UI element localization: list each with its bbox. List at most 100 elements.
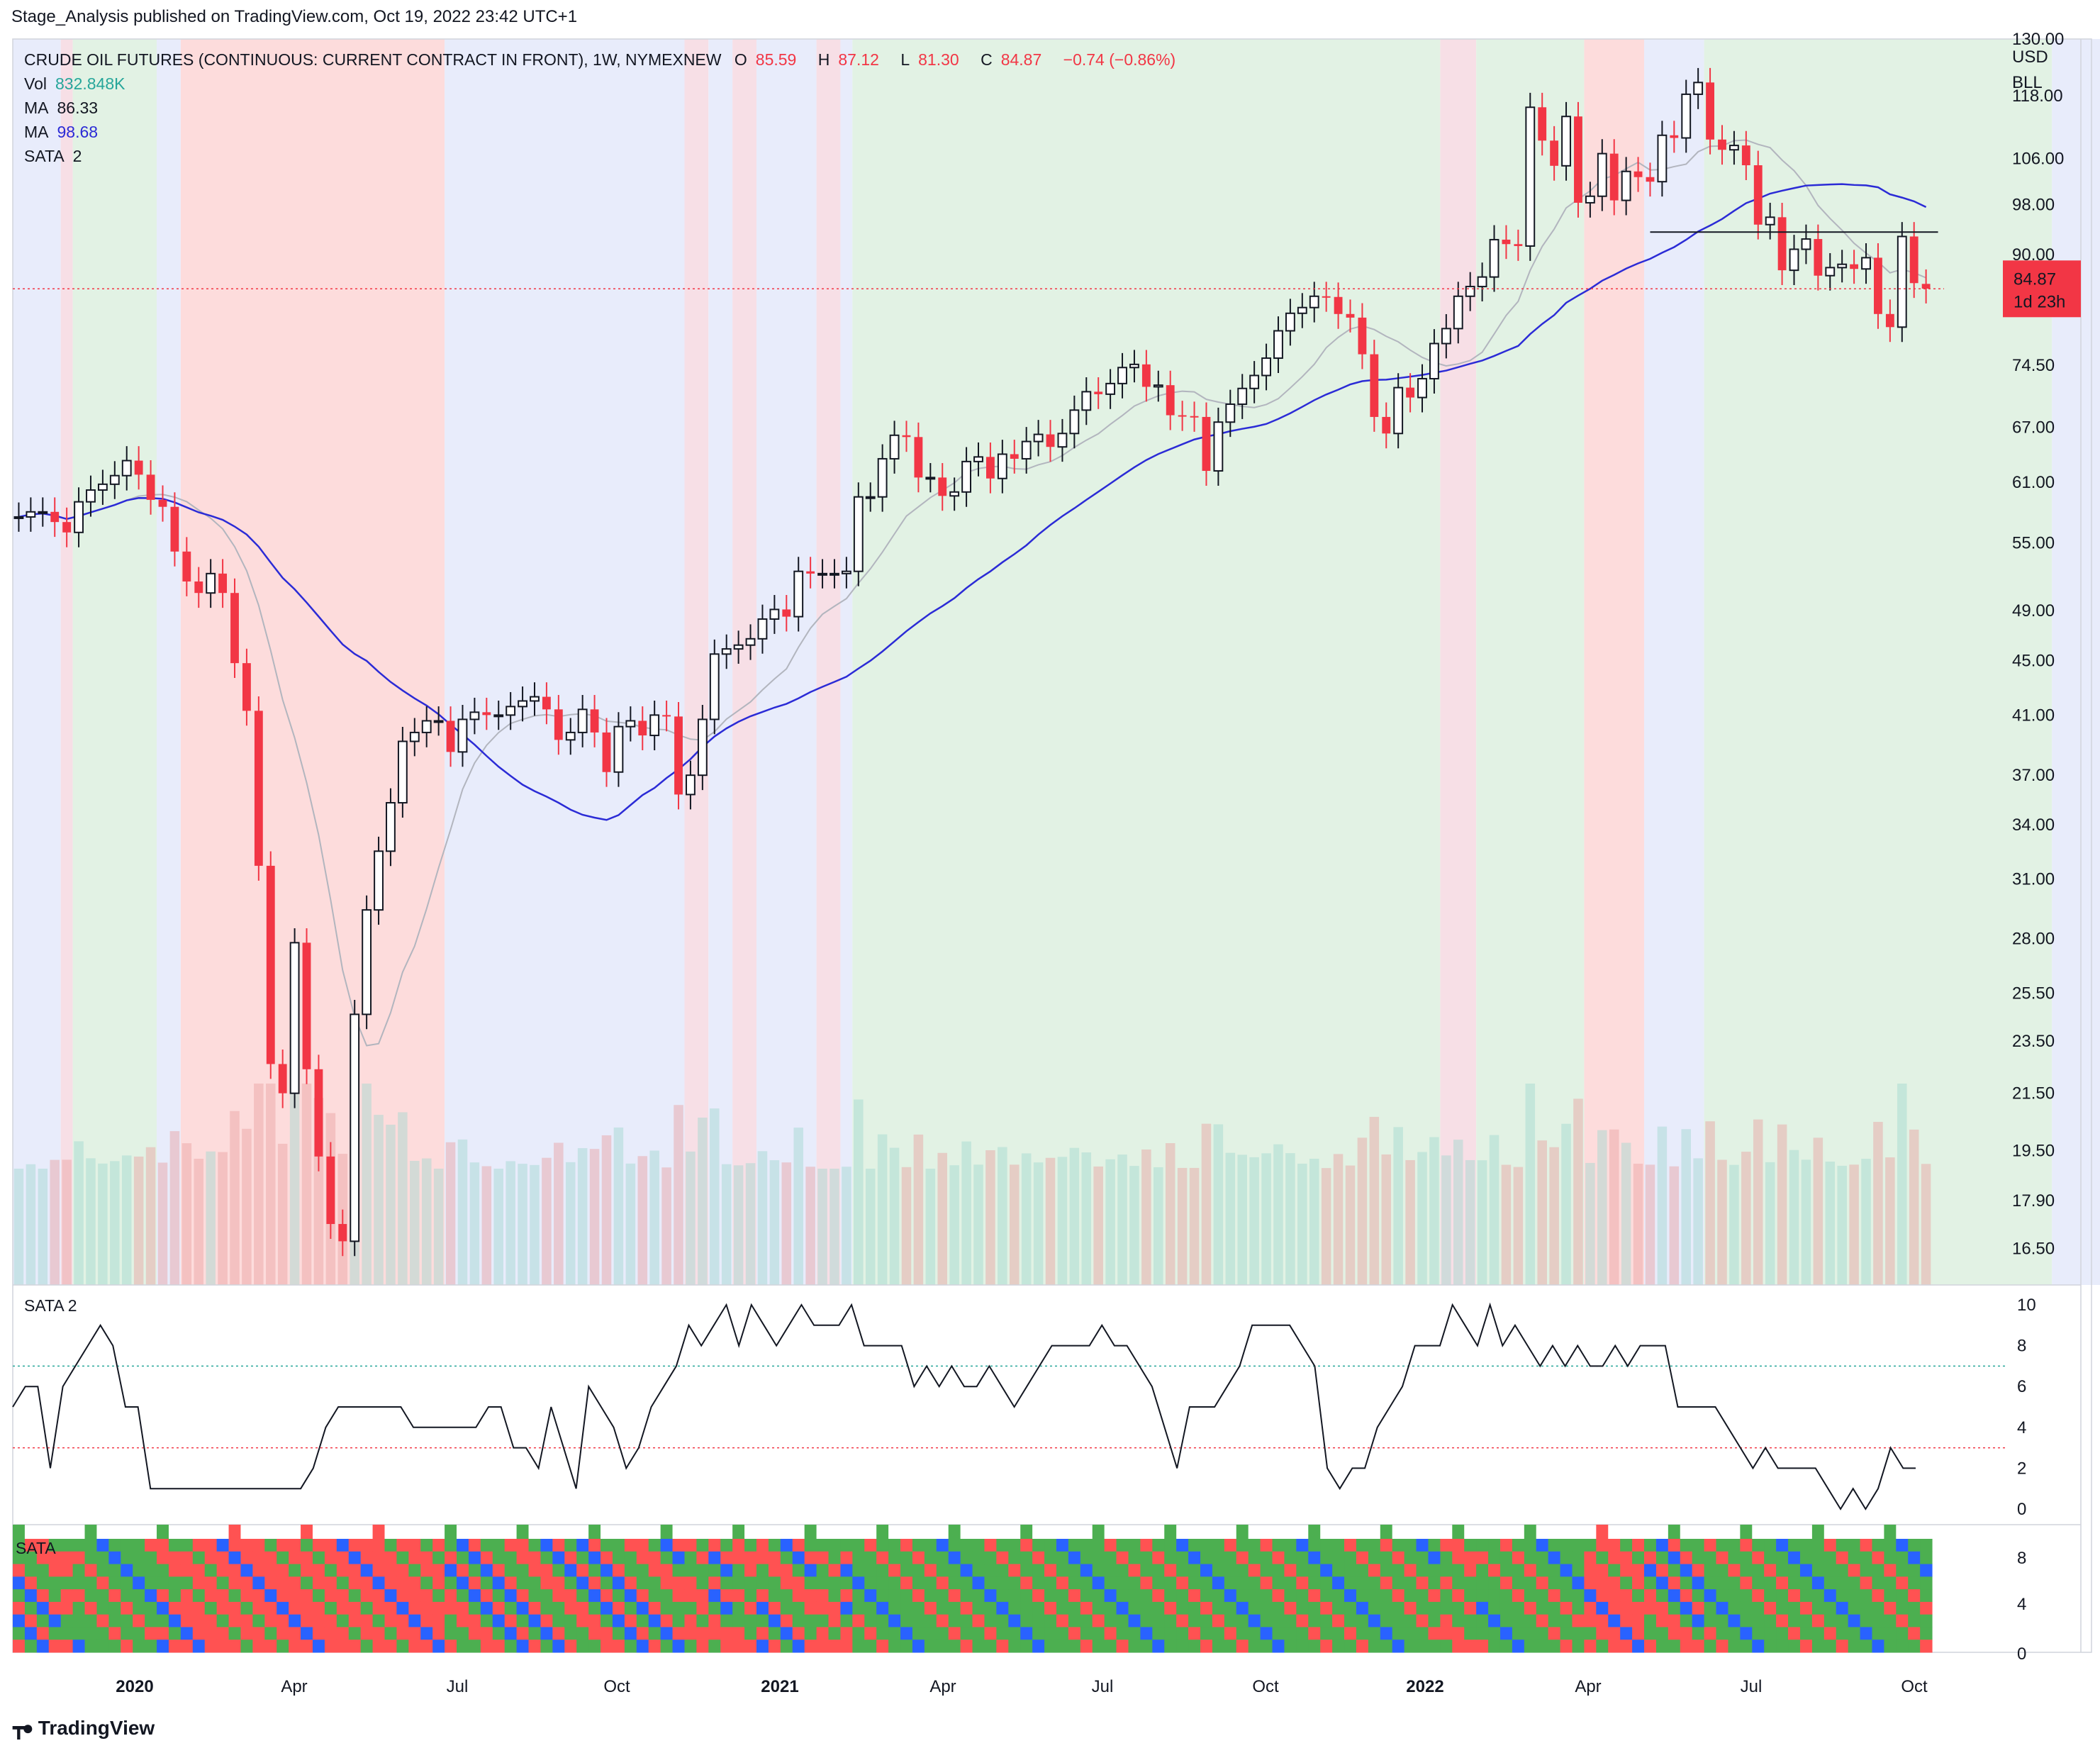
heat-cell [792,1551,805,1565]
heat-cell [312,1539,325,1552]
heat-cell [168,1614,181,1627]
heat-cell [228,1551,241,1565]
legend-ma-slow[interactable]: MA 98.68 [24,123,99,141]
candle-body [625,720,636,728]
heat-cell [60,1627,74,1640]
candle-body [1693,82,1704,95]
heat-cell [1152,1601,1165,1615]
heat-cell [1128,1564,1141,1577]
candle-body [1574,116,1582,203]
heat-cell [457,1614,469,1627]
heat-cell [672,1576,685,1590]
heat-cell [264,1627,277,1640]
heat-cell [1548,1589,1561,1603]
heat-cell [1920,1564,1933,1577]
heat-cell [445,1589,457,1603]
heat-cell [996,1576,1009,1590]
heat-cell [696,1627,709,1640]
heat-marker [445,1525,457,1539]
heat-cell [864,1539,877,1552]
heat-cell [96,1627,109,1640]
heat-cell [708,1576,721,1590]
legend-sata[interactable]: SATA 2 [24,147,82,165]
volume-bar [1513,1167,1524,1285]
heat-cell [1332,1627,1345,1640]
heat-cell [348,1576,362,1590]
heat-cell [1799,1614,1813,1627]
volume-bar [661,1167,671,1285]
heat-cell [768,1589,781,1603]
heat-cell [264,1576,277,1590]
time-tick-label: Apr [929,1677,956,1696]
symbol-title[interactable]: CRUDE OIL FUTURES (CONTINUOUS: CURRENT C… [24,50,722,69]
volume-bar [854,1099,864,1285]
heat-cell [1224,1551,1237,1565]
heat-cell [1188,1601,1201,1615]
heat-cell [1536,1640,1549,1653]
time-tick-label: Oct [1901,1677,1928,1696]
heat-cell [13,1627,26,1640]
heat-cell [289,1539,301,1552]
heat-cell [1308,1589,1321,1603]
heat-cell [888,1576,901,1590]
heat-cell [744,1539,757,1552]
heat-cell [1464,1627,1477,1640]
heat-cell [457,1576,469,1590]
heat-cell [289,1614,301,1627]
heat-cell [1296,1614,1309,1627]
heat-cell [1440,1614,1453,1627]
heat-cell [996,1627,1009,1640]
heat-cell [445,1614,457,1627]
volume-bar [1669,1166,1680,1285]
heat-cell [1080,1589,1093,1603]
heat-cell [828,1564,841,1577]
heat-cell [624,1564,637,1577]
volume-bar [26,1164,36,1285]
candle-body [757,618,768,640]
heat-cell [1716,1640,1728,1653]
heat-cell [1476,1627,1489,1640]
heat-cell [1499,1640,1513,1653]
heat-cell [516,1539,530,1552]
tradingview-footer[interactable]: ┳● TradingView [13,1716,155,1740]
heat-cell [468,1551,481,1565]
candle-body [613,725,624,773]
heat-cell [576,1551,589,1565]
heat-cell [1596,1551,1609,1565]
heat-cell [1704,1564,1717,1577]
volume-bar [985,1150,995,1285]
heat-cell [588,1551,601,1565]
heat-cell [1152,1576,1165,1590]
heat-cell [1368,1551,1381,1565]
candle-body [50,511,60,523]
heat-cell [1560,1627,1573,1640]
heat-cell [24,1627,38,1640]
heat-cell [1020,1614,1033,1627]
heat-cell [564,1539,577,1552]
heat-cell [1632,1576,1645,1590]
heat-cell [1200,1614,1213,1627]
heat-cell [289,1601,301,1615]
heat-cell [1308,1614,1321,1627]
sata-line [12,1302,1916,1510]
heat-cell [1764,1576,1777,1590]
heat-cell [396,1551,409,1565]
heat-cell [1512,1640,1525,1653]
heat-cell [420,1551,433,1565]
legend-volume[interactable]: Vol 832.848K [24,74,125,93]
heat-cell [576,1601,589,1615]
sata-panel-label[interactable]: SATA 2 [24,1296,77,1315]
heat-cell [1464,1576,1477,1590]
legend-ma-fast[interactable]: MA 86.33 [24,99,99,117]
time-tick-label: Oct [603,1677,630,1696]
volume-bar [721,1164,732,1285]
heat-cell [72,1640,86,1653]
sata-heatmap-label[interactable]: SATA [16,1539,56,1557]
volume-bar [1465,1159,1475,1285]
heat-cell [168,1564,181,1577]
candle-body [938,477,947,496]
heat-cell [900,1614,913,1627]
sata-heatmap: 840 [13,1525,2026,1664]
heat-cell [1380,1564,1393,1577]
